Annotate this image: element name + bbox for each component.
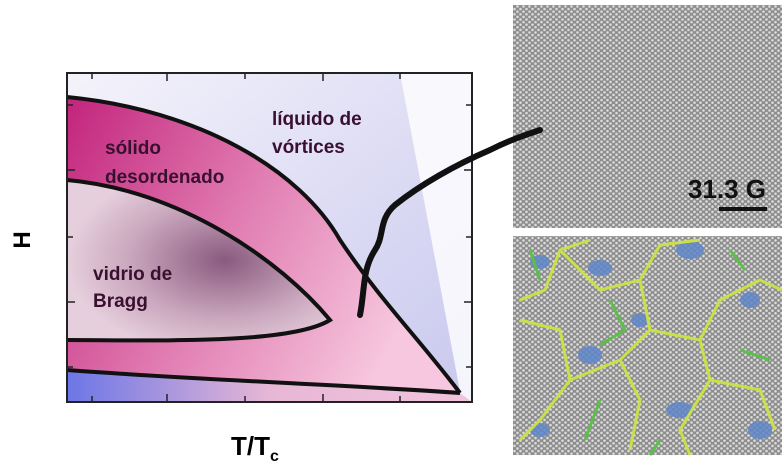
region-label: líquido de <box>272 109 362 130</box>
region-label: Bragg <box>93 291 148 312</box>
region-label: vidrio de <box>93 264 172 285</box>
x-axis-label: T/Tc <box>231 431 279 465</box>
x-label-main: T/T <box>231 431 270 461</box>
x-label-sub: c <box>270 448 279 465</box>
micrograph-top: 31.3 G <box>513 5 782 228</box>
phase-diagram: líquido de vórtices sólido desordenado v… <box>9 73 472 465</box>
scale-label: 31.3 G <box>688 174 766 204</box>
region-label: desordenado <box>105 167 224 188</box>
micrograph-bottom <box>513 236 782 455</box>
region-label: sólido <box>105 138 161 159</box>
y-axis-label: H <box>9 231 36 248</box>
figure: líquido de vórtices sólido desordenado v… <box>0 0 782 471</box>
region-label: vórtices <box>272 137 345 158</box>
scale-bar <box>719 207 767 211</box>
